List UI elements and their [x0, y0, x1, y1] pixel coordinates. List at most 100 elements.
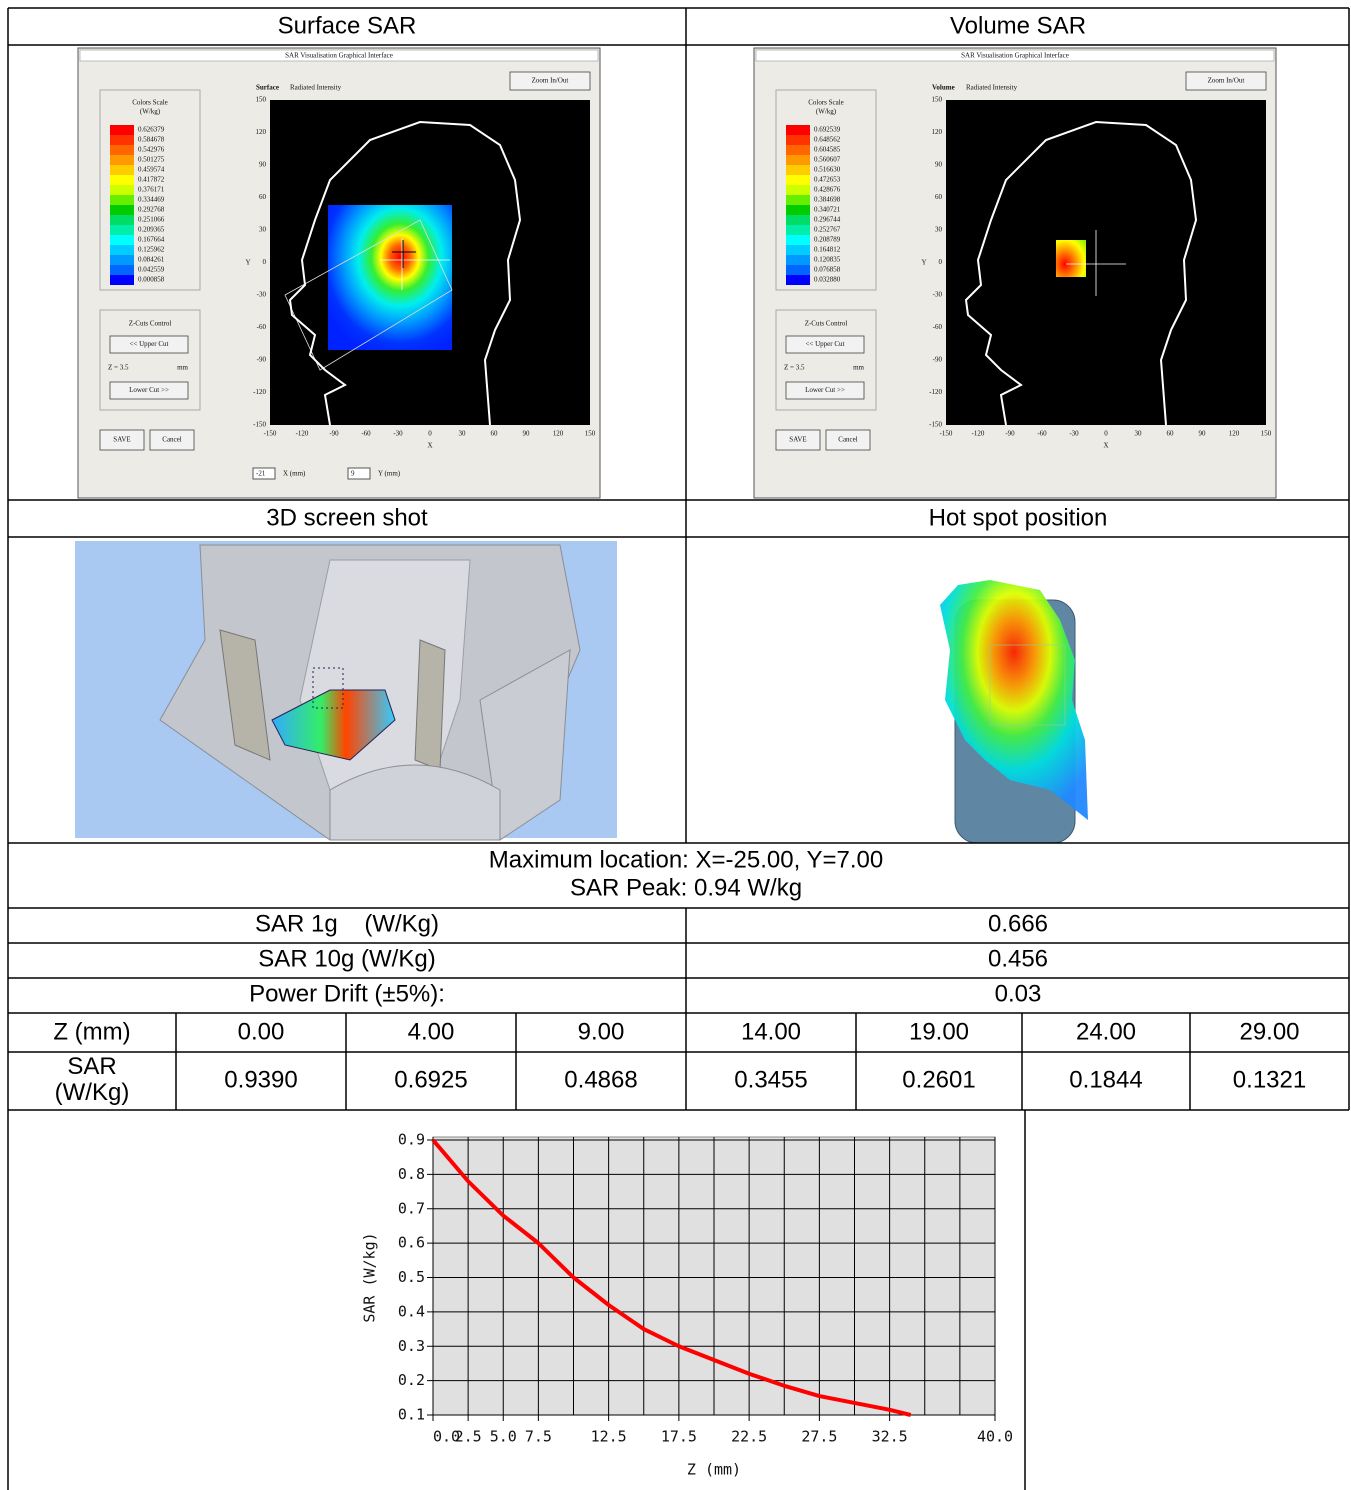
button: [1185, 71, 1267, 91]
button-label: Lower Cut >>: [805, 386, 845, 394]
color-swatch: [110, 245, 134, 255]
x-tick-label: 22.5: [731, 1428, 767, 1446]
y-tick-label: 90: [935, 161, 943, 169]
button-label: Lower Cut >>: [129, 386, 169, 394]
y-tick-label: -120: [929, 388, 942, 396]
z-table-header-cell: SAR (W/Kg): [55, 1054, 130, 1106]
y-tick-label: -150: [253, 421, 266, 429]
color-scale-value: 0.209365: [138, 226, 165, 234]
color-scale-value: 0.626379: [138, 126, 165, 134]
y-tick-label: 0.5: [398, 1268, 425, 1286]
color-scale-value: 0.042559: [138, 266, 165, 274]
y-tick-label: -30: [257, 291, 267, 299]
y-tick-label: 0.3: [398, 1337, 425, 1355]
color-scale-value: 0.032880: [814, 276, 841, 284]
color-swatch: [786, 125, 810, 135]
x-tick-label: -30: [393, 430, 403, 438]
color-scale-value: 0.501275: [138, 156, 165, 164]
cell-heading: Hot spot position: [929, 504, 1108, 531]
color-scale-unit: (W/kg): [140, 108, 161, 116]
y-tick-label: -30: [933, 291, 943, 299]
button: [149, 429, 195, 451]
color-swatch: [110, 265, 134, 275]
z-value: Z = 3.5: [108, 364, 129, 372]
color-swatch: [110, 165, 134, 175]
window-title: SAR Visualisation Graphical Interface: [285, 52, 393, 60]
result-value: 0.666: [988, 910, 1048, 937]
sar-heatmap: [328, 205, 452, 350]
button-label: Zoom In/Out: [1208, 77, 1245, 85]
y-tick-label: 60: [259, 193, 267, 201]
color-swatch: [786, 275, 810, 285]
color-scale-value: 0.648562: [814, 136, 841, 144]
head-outline: [964, 120, 1198, 426]
color-scale-value: 0.000858: [138, 276, 165, 284]
data-line: [431, 1138, 912, 1417]
crosshair: [1066, 230, 1126, 296]
zcuts-box: [99, 309, 201, 411]
y-tick-label: 60: [935, 193, 943, 201]
button-label: << Upper Cut: [805, 340, 844, 348]
button-label: Cancel: [162, 436, 181, 444]
y-tick-label: 0.1: [398, 1406, 425, 1424]
y-tick-label: 30: [259, 226, 267, 234]
y-axis-label: SAR (W/kg): [361, 1232, 379, 1322]
input-field: [347, 467, 371, 480]
color-swatch: [786, 225, 810, 235]
y-tick-label: 0: [263, 258, 267, 266]
x-tick-label: 150: [1261, 430, 1272, 438]
x-tick-label: 2.5: [455, 1428, 482, 1446]
button: [99, 429, 145, 451]
result-label: Power Drift (±5%):: [249, 980, 445, 1007]
button: [109, 381, 189, 400]
color-swatch: [786, 235, 810, 245]
cell-heading: Surface SAR: [278, 12, 417, 39]
zcuts-box: [775, 309, 877, 411]
sar-plot-content: [964, 120, 1198, 426]
color-scale-value: 0.164812: [814, 246, 841, 254]
color-scale-value: 0.125962: [138, 246, 165, 254]
x-tick-label: -60: [361, 430, 371, 438]
x-axis-label: X: [1103, 442, 1108, 450]
z-table-cell: 0.3455: [734, 1066, 807, 1093]
button: [109, 335, 189, 354]
color-scale-value: 0.542976: [138, 146, 165, 154]
z-unit: mm: [853, 364, 864, 372]
x-tick-label: -120: [296, 430, 309, 438]
color-swatch: [786, 135, 810, 145]
color-swatch: [110, 225, 134, 235]
y-tick-label: 150: [256, 96, 267, 104]
3d-screenshot: [75, 541, 617, 841]
x-tick-label: 90: [523, 430, 531, 438]
color-scale-value: 0.376171: [138, 186, 165, 194]
color-swatch: [110, 145, 134, 155]
x-tick-label: 120: [1229, 430, 1240, 438]
zcuts-title: Z-Cuts Control: [805, 320, 848, 328]
y-tick-label: -90: [257, 356, 267, 364]
plot-title: Radiated Intensity: [966, 84, 1018, 92]
z-table-cell: 0.1321: [1233, 1066, 1306, 1093]
z-table-cell: 4.00: [408, 1018, 455, 1045]
button-label: SAVE: [113, 436, 130, 444]
x-tick-label: 0: [428, 430, 432, 438]
button: [509, 71, 591, 91]
color-swatch: [786, 175, 810, 185]
y-tick-label: 0.8: [398, 1165, 425, 1183]
color-swatch: [110, 235, 134, 245]
color-swatch: [110, 205, 134, 215]
x-tick-label: 27.5: [801, 1428, 837, 1446]
color-swatch: [786, 185, 810, 195]
x-tick-label: 60: [491, 430, 499, 438]
input-label: X (mm): [283, 470, 306, 478]
button-label: Cancel: [838, 436, 857, 444]
x-tick-label: 32.5: [872, 1428, 908, 1446]
color-scale-value: 0.120835: [814, 256, 841, 264]
color-scale-value: 0.417872: [138, 176, 165, 184]
button-label: << Upper Cut: [129, 340, 168, 348]
sar-plot-area: [946, 100, 1266, 425]
x-tick-label: 0.0: [433, 1428, 460, 1446]
sar-plot-content: [284, 120, 522, 426]
input-label: Y (mm): [378, 470, 401, 478]
button: [785, 335, 865, 354]
color-swatch: [786, 265, 810, 275]
